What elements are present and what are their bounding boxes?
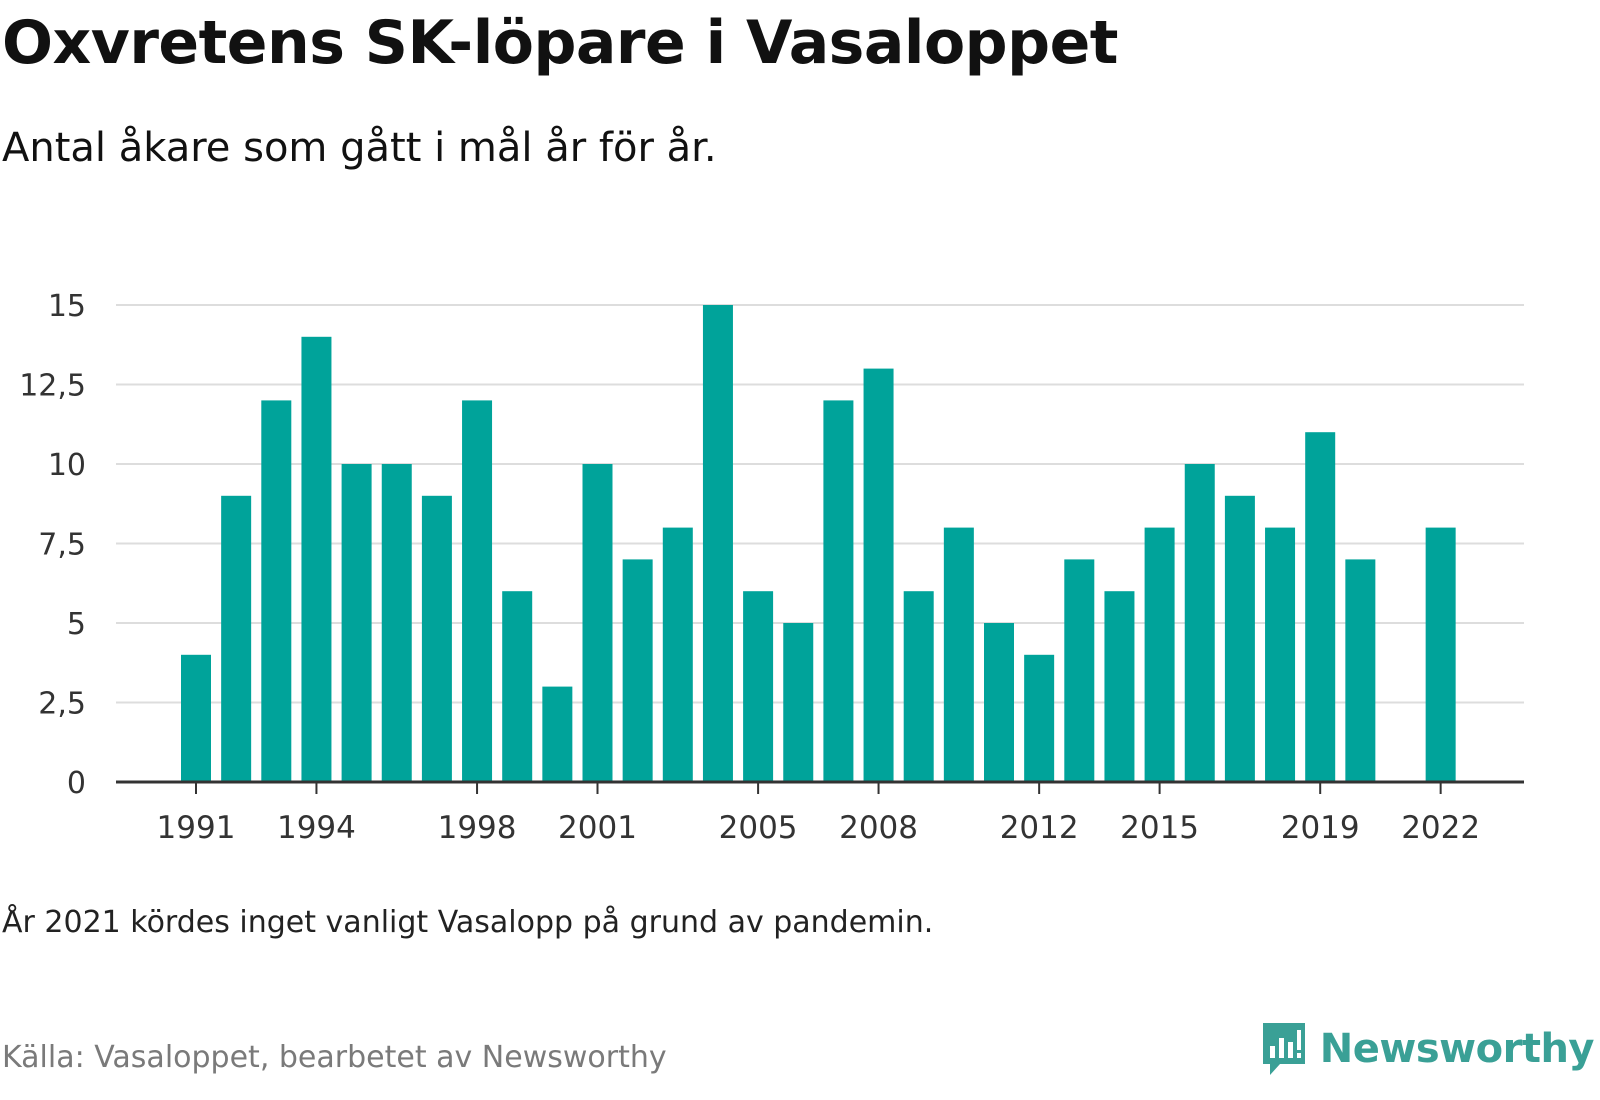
- bar-1996: [381, 464, 412, 782]
- bar-2006: [783, 623, 814, 782]
- bar-2018: [1265, 527, 1296, 782]
- bar-2002: [622, 559, 653, 782]
- brand-name: Newsworthy: [1319, 1026, 1595, 1072]
- y-tick-label: 15: [48, 289, 86, 324]
- bar-2017: [1224, 495, 1255, 782]
- x-tick-label: 1994: [277, 810, 356, 846]
- chart-note: År 2021 kördes inget vanligt Vasalopp på…: [2, 905, 934, 940]
- x-tick-label: 2005: [719, 810, 798, 846]
- bar-chart: 0 2,5 5 7,5 10 12,5 15 1991 1994 1998 2001 2005 2008…: [19, 289, 1524, 846]
- x-tick-label: 2012: [1000, 810, 1079, 846]
- y-tick-label: 5: [67, 607, 86, 642]
- bar-1993: [261, 400, 292, 782]
- x-tick-label: 2001: [558, 810, 637, 846]
- y-tick-label: 12,5: [19, 369, 86, 404]
- bar-1998: [462, 400, 493, 782]
- bar-2011: [984, 623, 1014, 782]
- bar-2020: [1345, 559, 1376, 782]
- chart-subtitle: Antal åkare som gått i mål år för år.: [2, 125, 717, 171]
- bar-2000: [542, 686, 573, 782]
- x-tick-label: 2015: [1120, 810, 1199, 846]
- bar-2008: [863, 368, 894, 782]
- bar-1995: [341, 464, 372, 782]
- bar-2004: [702, 305, 733, 782]
- chart-title: Oxvretens SK-löpare i Vasaloppet: [2, 8, 1118, 78]
- bar-2010: [943, 527, 974, 782]
- bar-1999: [502, 591, 533, 782]
- bars: [181, 305, 1456, 782]
- bar-1997: [421, 495, 452, 782]
- source-credit: Källa: Vasaloppet, bearbetet av Newswort…: [2, 1040, 667, 1075]
- bar-2009: [903, 591, 934, 782]
- bar-2007: [823, 400, 854, 782]
- bar-2019: [1305, 432, 1336, 782]
- x-tick-label: 1998: [438, 810, 517, 846]
- axes: 0 2,5 5 7,5 10 12,5 15 1991 1994 1998 2001 2005 2008…: [19, 289, 1524, 846]
- y-tick-label: 0: [67, 766, 86, 801]
- bar-2005: [743, 591, 774, 782]
- newsworthy-logo-icon: [1262, 1023, 1305, 1075]
- bar-1992: [221, 495, 252, 782]
- bar-1994: [301, 336, 332, 782]
- x-tick-label: 2022: [1401, 810, 1480, 846]
- bar-2022: [1425, 527, 1456, 782]
- x-tick-label: 1991: [157, 810, 236, 846]
- bar-2001: [582, 464, 613, 782]
- y-tick-label: 7,5: [38, 528, 86, 563]
- bar-2016: [1184, 464, 1215, 782]
- y-tick-label: 2,5: [38, 687, 86, 722]
- bar-2014: [1104, 591, 1135, 782]
- x-tick-label: 2008: [839, 810, 918, 846]
- bar-2013: [1064, 559, 1095, 782]
- y-tick-label: 10: [48, 448, 86, 483]
- bar-2003: [662, 527, 693, 782]
- bar-2015: [1144, 527, 1175, 782]
- bar-2012: [1024, 654, 1055, 782]
- newsworthy-brand: Newsworthy: [1260, 1020, 1595, 1078]
- bar-1991: [181, 654, 211, 782]
- x-tick-label: 2019: [1281, 810, 1360, 846]
